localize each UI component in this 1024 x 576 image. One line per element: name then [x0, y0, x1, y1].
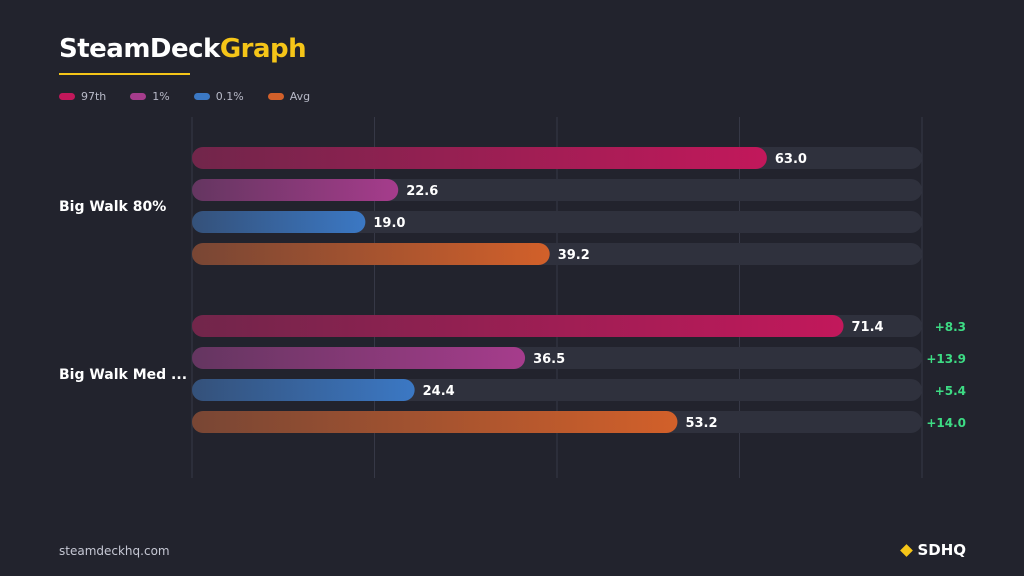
legend-swatch: [267, 93, 284, 100]
brand-underline: [59, 73, 190, 75]
delta-label: +8.3: [935, 320, 966, 334]
value-label: 39.2: [558, 248, 590, 263]
bar: [192, 411, 678, 433]
bar: [192, 243, 550, 265]
legend-item: 0.1%: [193, 90, 244, 103]
bar: [192, 147, 767, 169]
value-label: 71.4: [852, 320, 884, 335]
value-label: 24.4: [423, 384, 455, 399]
brand-title-part1: SteamDeck: [59, 34, 220, 64]
brand-title-part2: Graph: [219, 34, 307, 64]
footer-logo-text: SDHQ: [917, 541, 966, 559]
value-label: 19.0: [373, 216, 405, 231]
delta-label: +5.4: [935, 384, 966, 398]
bar: [192, 211, 366, 233]
bar: [192, 347, 526, 369]
bar: [192, 179, 399, 201]
legend-item: 1%: [130, 90, 170, 103]
legend-item: Avg: [267, 90, 311, 103]
legend-swatch: [59, 93, 75, 100]
delta-label: +13.9: [926, 352, 966, 366]
legend-label: 1%: [152, 90, 170, 103]
category-label: Big Walk 80%: [59, 199, 166, 215]
legend-swatch: [193, 93, 210, 100]
delta-label: +14.0: [926, 416, 966, 430]
chart-legend: 97th 1% 0.1% Avg: [59, 90, 310, 103]
bar: [192, 379, 415, 401]
bar-track: [192, 211, 922, 233]
footer-site: steamdeckhq.com: [59, 544, 170, 558]
legend-label: 97th: [81, 90, 107, 103]
footer-logo: SDHQ: [900, 541, 966, 559]
diamond-icon: [900, 543, 914, 557]
legend-swatch: [130, 93, 147, 100]
value-label: 36.5: [533, 352, 565, 367]
value-label: 63.0: [775, 152, 807, 167]
legend-item: 97th: [59, 90, 106, 103]
category-label: Big Walk Med ...: [59, 367, 187, 383]
legend-label: Avg: [289, 90, 311, 103]
legend-label: 0.1%: [215, 90, 244, 103]
value-label: 53.2: [685, 416, 717, 431]
brand-title: SteamDeckGraph: [59, 34, 307, 64]
bar: [192, 315, 844, 337]
value-label: 22.6: [406, 184, 438, 199]
